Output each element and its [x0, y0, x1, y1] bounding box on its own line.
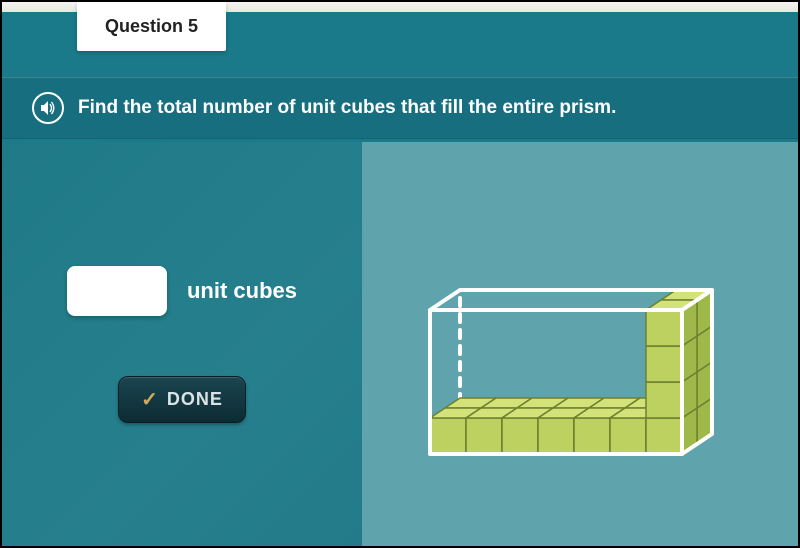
check-icon: ✓: [141, 387, 159, 412]
answer-panel: unit cubes ✓ DONE: [2, 142, 362, 546]
prompt-bar: Find the total number of unit cubes that…: [2, 77, 798, 139]
answer-input[interactable]: [67, 266, 167, 316]
question-tab: Question 5: [77, 2, 226, 51]
answer-unit-label: unit cubes: [187, 278, 297, 304]
done-label: DONE: [167, 389, 223, 410]
prism-figure: [390, 184, 770, 504]
audio-button[interactable]: [32, 92, 64, 124]
prompt-text: Find the total number of unit cubes that…: [78, 97, 616, 119]
speaker-icon: [39, 99, 57, 117]
figure-panel: [362, 142, 798, 546]
question-label: Question 5: [105, 16, 198, 36]
done-button[interactable]: ✓ DONE: [118, 376, 246, 423]
